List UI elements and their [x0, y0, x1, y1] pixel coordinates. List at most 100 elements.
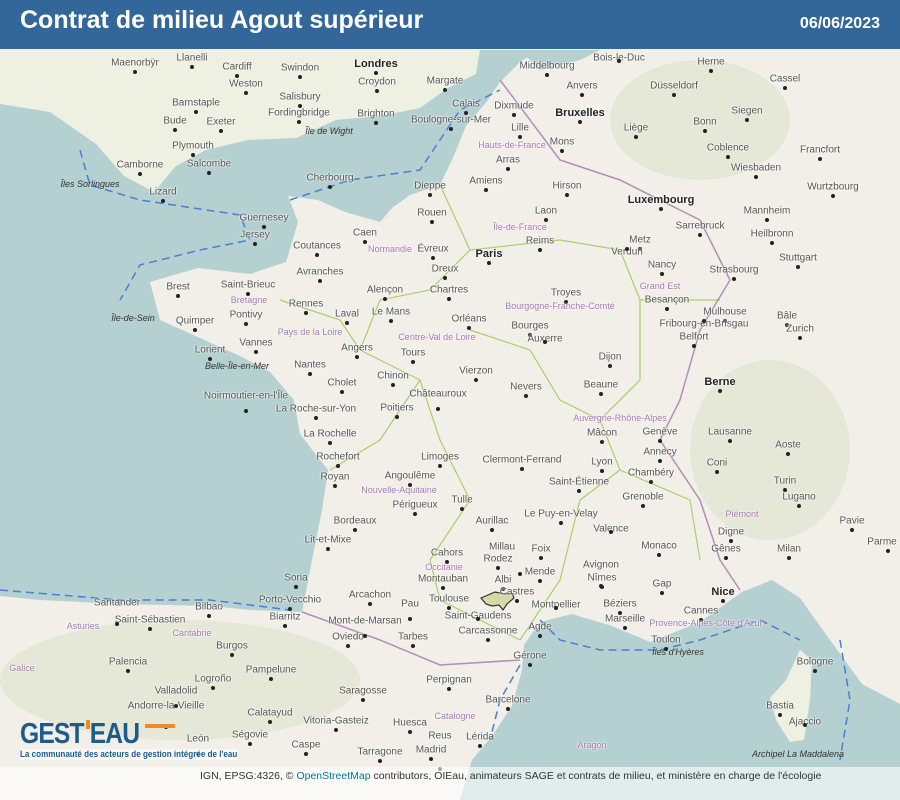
city-label: León	[186, 733, 210, 745]
city-label: Chartres	[429, 284, 469, 296]
city-marker	[253, 242, 257, 246]
city-label: Lyon	[591, 456, 613, 468]
city-label: Dixmude	[494, 100, 534, 112]
city-marker	[786, 452, 790, 456]
city-label: Valence	[593, 523, 629, 535]
city-label: Tarbes	[397, 631, 429, 643]
city-label: Swindon	[280, 62, 320, 74]
city-label: Barcelone	[485, 694, 531, 706]
city-label: Siegen	[731, 105, 763, 117]
north-sea	[520, 50, 600, 70]
city-marker	[487, 261, 491, 265]
island-label: Île de Wight	[305, 126, 353, 136]
city-label: Dijon	[598, 351, 622, 363]
city-label: Limoges	[421, 451, 459, 463]
city-label: Avignon	[583, 559, 619, 571]
city-label: Milan	[777, 543, 801, 555]
city-marker	[443, 88, 447, 92]
city-marker	[297, 120, 301, 124]
city-marker	[785, 323, 789, 327]
city-label: Tulle	[451, 494, 473, 506]
city-label: Salisbury	[279, 91, 321, 103]
city-marker	[208, 357, 212, 361]
city-label: Lausanne	[708, 426, 752, 438]
city-marker	[625, 247, 629, 251]
page-title: Contrat de milieu Agout supérieur	[20, 6, 424, 34]
city-marker	[248, 742, 252, 746]
city-marker	[524, 394, 528, 398]
city-label: Saint-Étienne	[548, 476, 610, 488]
city-marker	[138, 172, 142, 176]
city-marker	[600, 440, 604, 444]
attribution-text: IGN, EPSG:4326, © OpenStreetMap contribu…	[200, 769, 890, 783]
city-label: Saint-Sébastien	[114, 614, 186, 626]
city-label: Marseille	[604, 613, 646, 625]
city-label: Clermont-Ferrand	[482, 454, 562, 466]
city-marker	[538, 579, 542, 583]
city-marker	[315, 253, 319, 257]
city-marker	[787, 556, 791, 560]
city-label: Lizard	[149, 186, 177, 198]
agout-superieur-area[interactable]	[480, 591, 515, 612]
city-marker	[318, 279, 322, 283]
city-label: Llanelli	[176, 52, 208, 64]
city-label: Grenoble	[622, 491, 664, 503]
spain-relief	[0, 620, 360, 740]
city-marker	[428, 193, 432, 197]
city-marker	[254, 350, 258, 354]
city-label: Croydon	[358, 76, 396, 88]
city-label: Lille	[511, 122, 529, 134]
city-marker	[658, 439, 662, 443]
openstreetmap-link[interactable]: OpenStreetMap	[296, 770, 371, 782]
city-marker	[726, 155, 730, 159]
city-label: Wiesbaden	[730, 162, 782, 174]
city-marker	[194, 110, 198, 114]
city-label: Weston	[229, 78, 263, 90]
city-marker	[431, 256, 435, 260]
city-marker	[173, 128, 177, 132]
attribution-prefix: IGN, EPSG:4326, ©	[200, 770, 297, 782]
city-label: Brighton	[357, 108, 395, 120]
city-marker	[709, 69, 713, 73]
city-marker	[476, 617, 480, 621]
city-marker	[543, 340, 547, 344]
city-marker	[544, 218, 548, 222]
city-marker	[660, 272, 664, 276]
city-label: Margate	[426, 75, 464, 87]
city-label: Düsseldorf	[650, 80, 698, 92]
city-marker	[660, 591, 664, 595]
city-marker	[411, 360, 415, 364]
city-marker	[436, 407, 440, 411]
region-label: Nouvelle-Aquitaine	[361, 485, 437, 495]
city-label: Foix	[531, 543, 551, 555]
city-label: Le Puy-en-Velay	[524, 508, 598, 520]
city-marker	[211, 686, 215, 690]
city-marker	[478, 744, 482, 748]
city-marker	[413, 512, 417, 516]
city-label: Mont-de-Marsan	[328, 615, 402, 627]
city-marker	[363, 240, 367, 244]
city-marker	[262, 225, 266, 229]
city-marker	[353, 528, 357, 532]
gesteau-logo[interactable]: GEST EAU La communauté des acteurs de ge…	[20, 718, 276, 760]
city-label: Chinon	[377, 370, 409, 382]
city-marker	[490, 528, 494, 532]
city-marker	[703, 129, 707, 133]
city-label: Pampelune	[245, 664, 297, 676]
city-marker	[443, 276, 447, 280]
city-label: Gérone	[513, 650, 547, 662]
city-marker	[803, 723, 807, 727]
city-marker	[729, 539, 733, 543]
city-marker	[728, 439, 732, 443]
date: 06/06/2023	[799, 15, 880, 32]
city-label: Cholet	[327, 377, 357, 389]
island-label: Île-de-Sein	[111, 313, 155, 323]
region-label: Pays de la Loire	[277, 327, 343, 337]
city-label: Carcassonne	[458, 625, 518, 637]
city-marker	[515, 599, 519, 603]
city-marker	[783, 488, 787, 492]
city-label: Montauban	[417, 573, 469, 585]
city-label: Turin	[773, 475, 797, 487]
city-label: Jersey	[240, 229, 270, 241]
